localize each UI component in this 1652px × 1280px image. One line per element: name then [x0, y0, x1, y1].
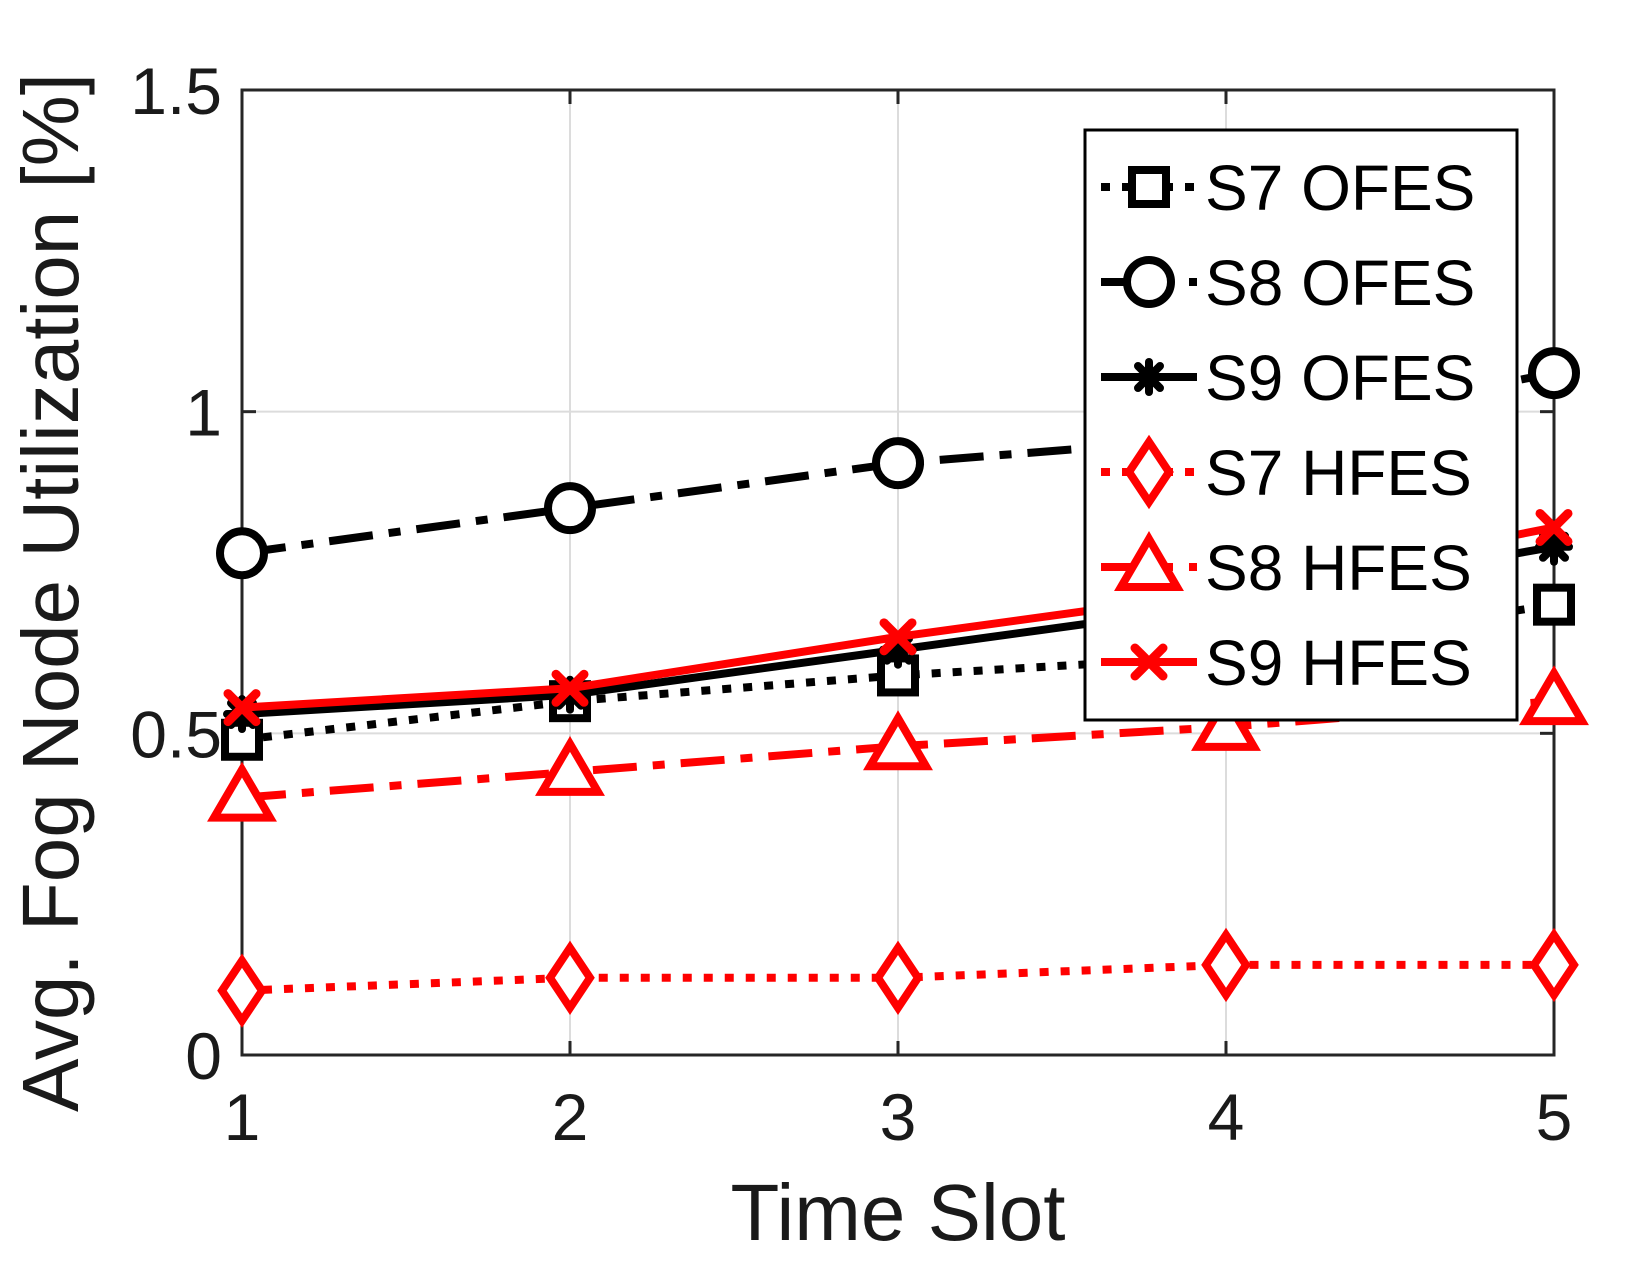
legend-label: S9 HFES: [1205, 627, 1472, 699]
legend-marker: [1130, 643, 1168, 681]
data-point-s8-ofes: [1528, 347, 1580, 400]
data-point-s7-hfes: [1529, 927, 1579, 1003]
legend-marker: [1124, 434, 1174, 510]
x-tick-label: 4: [1208, 1080, 1245, 1154]
y-tick-label: 0: [185, 1019, 222, 1093]
data-point-s8-ofes: [544, 482, 596, 535]
legend-marker: [1130, 358, 1168, 396]
data-point-s7-ofes: [1533, 583, 1575, 626]
data-point-s8-hfes: [207, 761, 277, 822]
legend-entry-s9-ofes: S9 OFES: [1101, 342, 1475, 414]
legend-label: S7 OFES: [1205, 152, 1475, 224]
series-s7-hfes: [217, 927, 1579, 1028]
legend-marker: [1128, 166, 1170, 208]
data-point-s8-ofes: [216, 527, 268, 580]
x-axis-label: Time Slot: [731, 1168, 1066, 1257]
legend-entry-s8-ofes: S8 OFES: [1101, 247, 1475, 319]
legend-marker: [1123, 256, 1175, 308]
y-tick-label: 1: [185, 376, 222, 450]
legend-entry-s8-hfes: S8 HFES: [1101, 531, 1472, 604]
data-point-s7-hfes: [545, 940, 595, 1016]
legend-label: S9 OFES: [1205, 342, 1475, 414]
y-tick-label: 0.5: [130, 697, 222, 771]
x-tick-label: 5: [1536, 1080, 1573, 1154]
data-point-s9-hfes: [223, 689, 261, 727]
data-point-s8-hfes: [1519, 665, 1589, 726]
legend-label: S8 OFES: [1205, 247, 1475, 319]
data-point-s8-hfes: [863, 710, 933, 771]
data-point-s7-hfes: [217, 953, 267, 1028]
data-point-s7-hfes: [873, 940, 923, 1016]
data-point-s7-hfes: [1201, 927, 1251, 1003]
legend-label: S7 HFES: [1205, 437, 1472, 509]
data-point-s8-hfes: [1191, 690, 1261, 751]
legend-marker: [1114, 531, 1184, 591]
data-point-s9-hfes: [879, 618, 917, 656]
legend: S7 OFES S8 OFES S9 OFES S7 HFES S8 HFES S9 HF…: [1083, 128, 1519, 722]
legend-entry-s7-ofes: S7 OFES: [1101, 152, 1475, 224]
data-point-s8-hfes: [535, 735, 605, 796]
legend-entry-s7-hfes: S7 HFES: [1101, 434, 1472, 510]
y-axis-label: Avg. Fog Node Utilization [%]: [6, 73, 95, 1112]
x-tick-label: 1: [224, 1080, 261, 1154]
legend-box: [1083, 128, 1519, 722]
data-point-s9-hfes: [551, 669, 589, 707]
axis-ticks: 1 2 3 4 5 0 0.5 1 1.5: [130, 54, 1572, 1154]
legend-label: S8 HFES: [1205, 532, 1472, 604]
legend-entry-s9-hfes: S9 HFES: [1101, 627, 1472, 699]
x-tick-label: 2: [552, 1080, 589, 1154]
x-tick-label: 3: [880, 1080, 917, 1154]
data-point-s9-hfes: [1535, 508, 1573, 546]
y-tick-label: 1.5: [130, 54, 222, 128]
data-point-s8-ofes: [872, 437, 924, 490]
